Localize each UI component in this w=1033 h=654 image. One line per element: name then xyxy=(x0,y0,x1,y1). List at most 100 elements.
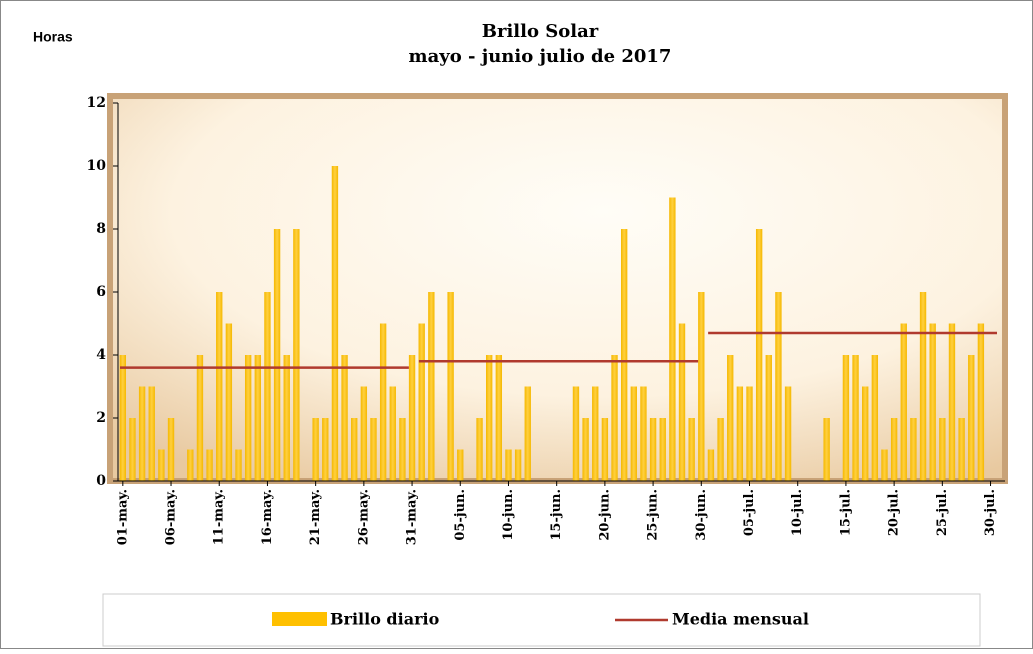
bar xyxy=(119,355,127,481)
x-tick-label: 25-jun. xyxy=(646,489,661,541)
bar xyxy=(158,449,165,481)
x-tick-label: 20-jun. xyxy=(597,489,612,541)
y-axis-label: Horas xyxy=(33,29,73,45)
bar xyxy=(495,355,503,481)
bar xyxy=(216,292,223,481)
bar xyxy=(871,355,879,481)
bar xyxy=(678,323,686,481)
bar xyxy=(582,418,589,481)
y-tick-label: 2 xyxy=(96,410,106,426)
bar xyxy=(746,386,753,481)
x-tick-label: 16-may. xyxy=(260,489,275,545)
bar xyxy=(196,355,204,481)
bar xyxy=(129,418,136,481)
bar xyxy=(264,292,271,481)
bar xyxy=(640,386,647,481)
bar xyxy=(717,418,724,481)
bar xyxy=(254,355,261,481)
x-tick-label: 05-jul. xyxy=(742,489,757,536)
legend-label: Brillo diario xyxy=(330,610,440,629)
bar xyxy=(601,418,609,481)
bar xyxy=(486,355,493,481)
bar xyxy=(977,323,985,481)
x-tick-label: 05-jun. xyxy=(453,489,468,541)
bar xyxy=(939,418,946,481)
bar xyxy=(890,418,898,481)
plot-area xyxy=(107,93,1008,484)
y-tick-label: 12 xyxy=(87,95,106,111)
bar xyxy=(322,418,329,481)
bar xyxy=(698,292,705,481)
bar xyxy=(389,386,396,481)
bar xyxy=(630,386,637,481)
bar xyxy=(900,323,907,481)
x-tick-label: 01-may. xyxy=(115,489,130,545)
bar xyxy=(360,386,368,481)
x-tick-label: 26-may. xyxy=(356,489,371,545)
bar xyxy=(755,229,763,481)
bar xyxy=(659,418,666,481)
bar xyxy=(919,292,927,481)
bar xyxy=(399,418,406,481)
x-tick-label: 31-may. xyxy=(405,489,420,545)
bar xyxy=(370,418,377,481)
x-tick-label: 30-jul. xyxy=(983,489,998,536)
bar xyxy=(707,449,715,481)
bar xyxy=(775,292,782,481)
bar xyxy=(524,386,531,481)
bar xyxy=(611,355,618,481)
bar xyxy=(331,166,339,481)
x-tick-label: 10-jun. xyxy=(501,489,516,541)
x-tick-label: 10-jul. xyxy=(790,489,805,536)
bar xyxy=(881,449,888,481)
chart-title: Brillo Solar xyxy=(482,21,599,42)
bar xyxy=(244,355,252,481)
bar xyxy=(476,418,483,481)
bar xyxy=(225,323,233,481)
chart-subtitle: mayo - junio julio de 2017 xyxy=(409,46,672,67)
bar xyxy=(379,323,387,481)
legend-label: Media mensual xyxy=(672,610,809,629)
bar xyxy=(312,418,319,481)
x-tick-label: 30-jun. xyxy=(694,489,709,541)
y-tick-label: 8 xyxy=(96,221,106,237)
bar xyxy=(862,386,869,481)
bar xyxy=(235,449,242,481)
bar xyxy=(669,197,676,481)
bar xyxy=(688,418,695,481)
bar xyxy=(736,386,744,481)
x-tick-label: 20-jul. xyxy=(887,489,902,536)
bar xyxy=(505,449,512,481)
bar xyxy=(572,386,580,481)
x-tick-label: 06-may. xyxy=(164,489,179,545)
bar xyxy=(167,418,175,481)
bar xyxy=(428,292,435,481)
y-tick-label: 4 xyxy=(96,347,106,363)
x-tick-label: 15-jun. xyxy=(549,489,564,541)
legend-swatch xyxy=(272,612,327,626)
bar xyxy=(765,355,772,481)
bar xyxy=(283,355,290,481)
bar xyxy=(273,229,281,481)
bar xyxy=(649,418,657,481)
bar xyxy=(351,418,358,481)
x-tick-label: 15-jul. xyxy=(838,489,853,536)
bar xyxy=(138,386,146,481)
bar xyxy=(447,292,454,481)
y-tick-label: 6 xyxy=(96,284,106,300)
bar xyxy=(457,449,464,481)
legend xyxy=(102,593,981,647)
bar xyxy=(784,386,792,481)
bar xyxy=(842,355,850,481)
y-tick-label: 10 xyxy=(87,158,107,174)
bar xyxy=(148,386,155,481)
bar xyxy=(418,323,425,481)
bar xyxy=(592,386,599,481)
y-tick-label: 0 xyxy=(96,473,106,489)
bar xyxy=(958,418,965,481)
x-tick-label: 21-may. xyxy=(308,489,323,545)
bar xyxy=(727,355,734,481)
bar xyxy=(823,418,830,481)
bar xyxy=(852,355,859,481)
